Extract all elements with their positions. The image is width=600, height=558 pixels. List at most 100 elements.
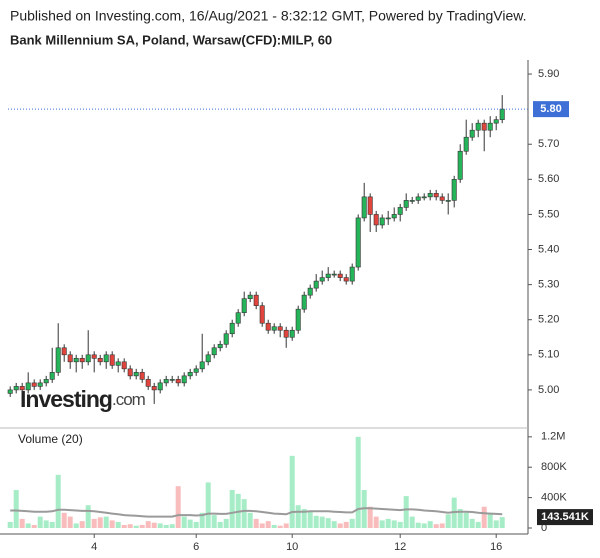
volume-bar bbox=[223, 518, 229, 528]
candle-body bbox=[247, 294, 253, 299]
candle-body bbox=[475, 122, 481, 131]
volume-bar bbox=[313, 515, 319, 528]
y-tick-label: 5.30 bbox=[538, 279, 559, 291]
volume-bar bbox=[79, 521, 85, 528]
watermark: Investing.com bbox=[20, 386, 146, 412]
volume-bar bbox=[277, 525, 283, 528]
volume-bar bbox=[55, 474, 61, 528]
candle-body bbox=[145, 379, 151, 387]
volume-bar bbox=[229, 490, 235, 528]
candle-body bbox=[469, 129, 475, 138]
candle-body bbox=[415, 196, 421, 201]
candle-body bbox=[481, 122, 487, 131]
candle-body bbox=[199, 361, 205, 370]
candle-body bbox=[139, 372, 145, 380]
candle-body bbox=[391, 214, 397, 219]
candle-body bbox=[97, 358, 103, 363]
last-price-label: 5.80 bbox=[540, 103, 561, 115]
candle-body bbox=[163, 379, 169, 384]
candle-body bbox=[37, 382, 43, 387]
volume-bar bbox=[67, 516, 73, 528]
candle-body bbox=[433, 193, 439, 198]
candle-body bbox=[427, 193, 433, 198]
volume-bar bbox=[283, 523, 289, 528]
candle-body bbox=[103, 354, 109, 363]
volume-bar bbox=[31, 524, 37, 528]
candle-body bbox=[289, 329, 295, 338]
volume-y-tick-label: 400K bbox=[541, 492, 567, 504]
candle-body bbox=[79, 358, 85, 363]
volume-bar bbox=[463, 512, 469, 528]
volume-bar bbox=[409, 516, 415, 528]
volume-label: Volume (20) bbox=[18, 432, 83, 446]
candle-body bbox=[457, 150, 463, 180]
candle-body bbox=[403, 200, 409, 208]
volume-bar bbox=[487, 512, 493, 528]
candle-body bbox=[331, 273, 337, 276]
volume-bar bbox=[127, 524, 133, 528]
candle-body bbox=[313, 280, 319, 289]
candle-body bbox=[373, 214, 379, 226]
candle-body bbox=[337, 273, 343, 278]
candle-body bbox=[31, 382, 37, 387]
volume-bar bbox=[445, 514, 451, 528]
y-tick-label: 5.50 bbox=[538, 208, 559, 220]
candle-body bbox=[343, 277, 349, 282]
volume-bar bbox=[379, 520, 385, 528]
volume-bar bbox=[241, 499, 247, 528]
volume-bar bbox=[457, 509, 463, 528]
y-tick-label: 5.00 bbox=[538, 384, 559, 396]
volume-bar bbox=[253, 518, 259, 528]
candle-body bbox=[307, 287, 313, 296]
volume-bar bbox=[169, 524, 175, 528]
candle-body bbox=[265, 322, 271, 331]
candle-body bbox=[181, 375, 187, 384]
volume-bar bbox=[13, 490, 19, 528]
volume-bar bbox=[91, 518, 97, 528]
candle-body bbox=[397, 207, 403, 215]
volume-bar bbox=[163, 524, 169, 528]
watermark-suffix: .com bbox=[112, 390, 146, 409]
x-tick-label: 6 bbox=[193, 541, 199, 553]
candle-body bbox=[349, 266, 355, 282]
volume-bar bbox=[421, 523, 427, 528]
volume-bar bbox=[19, 518, 25, 528]
volume-bar bbox=[439, 523, 445, 528]
y-tick-label: 5.20 bbox=[538, 314, 559, 326]
volume-bar bbox=[115, 521, 121, 528]
chart-title: Bank Millennium SA, Poland, Warsaw(CFD):… bbox=[10, 32, 332, 47]
volume-bar bbox=[199, 512, 205, 528]
candle-body bbox=[241, 298, 247, 313]
candle-body bbox=[19, 386, 25, 391]
last-volume-label: 143.541K bbox=[541, 511, 589, 523]
volume-bar bbox=[499, 517, 505, 528]
y-tick-label: 5.40 bbox=[538, 243, 559, 255]
volume-bar bbox=[133, 525, 139, 528]
volume-bar bbox=[325, 518, 331, 528]
y-tick-label: 5.90 bbox=[538, 68, 559, 80]
y-tick-label: 5.10 bbox=[538, 349, 559, 361]
volume-bar bbox=[427, 521, 433, 528]
volume-bar bbox=[331, 521, 337, 528]
volume-y-tick-label: 0 bbox=[541, 522, 547, 534]
volume-bar bbox=[319, 516, 325, 528]
x-tick-label: 16 bbox=[490, 541, 502, 553]
candle-body bbox=[379, 217, 385, 226]
y-tick-label: 5.60 bbox=[538, 173, 559, 185]
candle-body bbox=[217, 343, 223, 349]
volume-bar bbox=[187, 519, 193, 528]
volume-bar bbox=[7, 521, 13, 528]
x-tick-label: 12 bbox=[394, 541, 406, 553]
volume-bar bbox=[469, 518, 475, 528]
y-tick-label: 5.70 bbox=[538, 138, 559, 150]
volume-bar bbox=[397, 521, 403, 528]
candle-body bbox=[271, 326, 277, 331]
candle-body bbox=[223, 333, 229, 345]
volume-bar bbox=[85, 505, 91, 528]
volume-bar bbox=[145, 521, 151, 528]
candle-body bbox=[439, 196, 445, 201]
candle-body bbox=[55, 347, 61, 373]
volume-bar bbox=[343, 521, 349, 528]
